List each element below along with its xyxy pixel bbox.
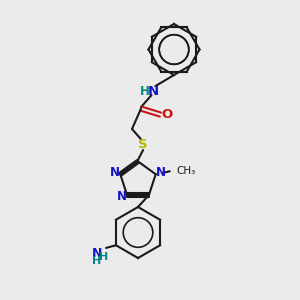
Text: CH₃: CH₃ <box>177 166 196 176</box>
Text: H: H <box>140 85 149 98</box>
Text: N: N <box>156 166 166 179</box>
Text: N: N <box>92 247 102 260</box>
Text: N: N <box>117 190 127 203</box>
Text: N: N <box>148 85 159 98</box>
Text: S: S <box>138 138 147 151</box>
Text: H: H <box>99 252 109 262</box>
Text: N: N <box>110 166 120 179</box>
Text: O: O <box>161 108 173 121</box>
Text: H: H <box>92 256 102 266</box>
